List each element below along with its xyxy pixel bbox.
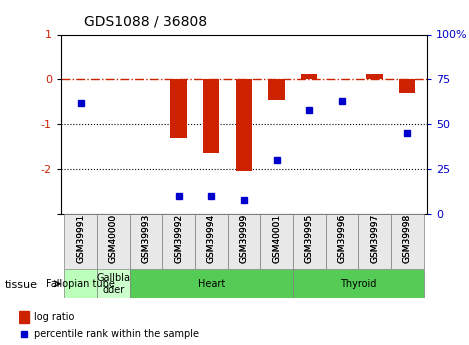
FancyBboxPatch shape (293, 269, 424, 298)
Text: GSM39999: GSM39999 (239, 214, 249, 263)
FancyBboxPatch shape (129, 269, 293, 298)
Bar (366, 74, 383, 79)
Bar (236, 79, 252, 171)
FancyBboxPatch shape (260, 214, 293, 269)
Text: GSM39995: GSM39995 (305, 214, 314, 263)
Bar (170, 79, 187, 138)
Text: GSM39992: GSM39992 (174, 214, 183, 263)
Bar (268, 79, 285, 100)
Text: Fallopian tube: Fallopian tube (46, 279, 115, 289)
Text: GSM39992: GSM39992 (174, 214, 183, 263)
Bar (399, 79, 416, 93)
Text: GSM39999: GSM39999 (239, 214, 249, 263)
Bar (301, 74, 318, 79)
FancyBboxPatch shape (162, 214, 195, 269)
FancyBboxPatch shape (97, 269, 129, 298)
FancyBboxPatch shape (129, 214, 162, 269)
Text: GSM39997: GSM39997 (370, 214, 379, 263)
Text: GSM39995: GSM39995 (305, 214, 314, 263)
Text: Heart: Heart (197, 279, 225, 289)
Text: GDS1088 / 36808: GDS1088 / 36808 (84, 15, 208, 29)
Text: GSM39993: GSM39993 (141, 214, 151, 263)
Text: GSM39994: GSM39994 (207, 214, 216, 263)
Text: Thyroid: Thyroid (340, 279, 377, 289)
FancyBboxPatch shape (195, 214, 227, 269)
Text: GSM39991: GSM39991 (76, 214, 85, 263)
Text: Gallbla
dder: Gallbla dder (96, 273, 130, 295)
FancyBboxPatch shape (97, 214, 129, 269)
Bar (203, 79, 219, 153)
Text: GSM39997: GSM39997 (370, 214, 379, 263)
Text: tissue: tissue (5, 280, 38, 289)
FancyBboxPatch shape (325, 214, 358, 269)
Text: GSM40000: GSM40000 (109, 214, 118, 263)
Text: GSM40001: GSM40001 (272, 214, 281, 263)
FancyBboxPatch shape (391, 214, 424, 269)
FancyBboxPatch shape (64, 214, 97, 269)
Text: GSM39998: GSM39998 (403, 214, 412, 263)
Text: GSM39991: GSM39991 (76, 214, 85, 263)
Text: GSM39996: GSM39996 (337, 214, 347, 263)
Text: GSM40000: GSM40000 (109, 214, 118, 263)
Text: log ratio: log ratio (34, 312, 74, 322)
FancyBboxPatch shape (293, 214, 325, 269)
FancyBboxPatch shape (64, 269, 97, 298)
Bar (19, 310, 29, 323)
Text: GSM40001: GSM40001 (272, 214, 281, 263)
FancyBboxPatch shape (227, 214, 260, 269)
Text: GSM39994: GSM39994 (207, 214, 216, 263)
Text: GSM39993: GSM39993 (141, 214, 151, 263)
Text: percentile rank within the sample: percentile rank within the sample (34, 329, 198, 339)
Text: GSM39996: GSM39996 (337, 214, 347, 263)
Text: GSM39998: GSM39998 (403, 214, 412, 263)
FancyBboxPatch shape (358, 214, 391, 269)
